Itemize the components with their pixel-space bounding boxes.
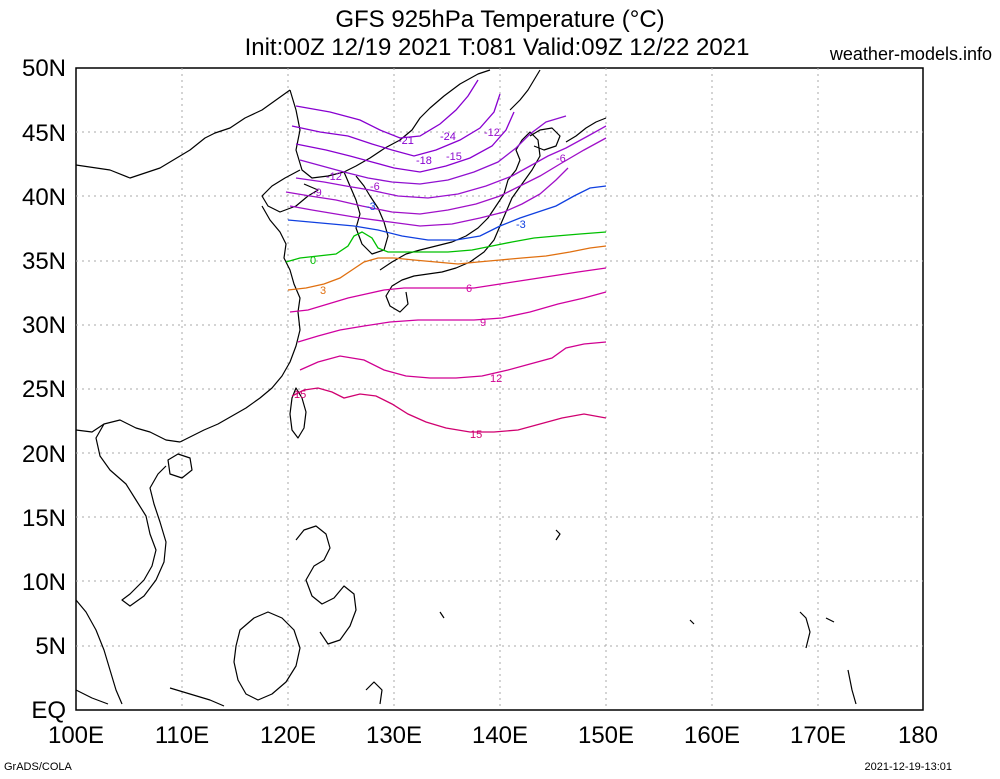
lat-tick-30n: 30N	[22, 312, 66, 339]
contour-labels: -24 -21 -18 -15 -12 -12 -9 -6 -6 -3 -3 0…	[294, 127, 566, 441]
lon-axis: 100E 110E 120E 130E 140E 150E 160E 170E …	[48, 722, 938, 749]
clabel-neg24: -24	[440, 131, 456, 143]
clabel-neg3-a: -3	[516, 219, 526, 231]
clabel-15-a: 15	[470, 429, 482, 441]
clabel-3: 3	[320, 285, 326, 297]
contour-neg9	[285, 137, 607, 215]
site-label: weather-models.info	[829, 44, 992, 64]
contour-9	[297, 291, 607, 343]
contour-neg6	[289, 167, 569, 227]
clabel-neg6-a: -6	[556, 153, 566, 165]
lat-tick-20n: 20N	[22, 441, 66, 468]
contours	[285, 79, 607, 433]
lon-tick-140e: 140E	[472, 722, 528, 749]
clabel-12: 12	[490, 373, 502, 385]
lat-tick-eq: EQ	[31, 697, 66, 724]
lon-tick-130e: 130E	[366, 722, 422, 749]
footer-timestamp: 2021-12-19-13:01	[864, 761, 952, 773]
clabel-15-b: 15	[294, 389, 306, 401]
contour-neg15	[299, 115, 567, 185]
lat-tick-50n: 50N	[22, 55, 66, 82]
contour-15	[291, 387, 607, 433]
clabel-neg3-b: -3	[366, 201, 376, 213]
lat-tick-40n: 40N	[22, 184, 66, 211]
footer-credit: GrADS/COLA	[4, 761, 72, 773]
lat-tick-15n: 15N	[22, 505, 66, 532]
lat-tick-5n: 5N	[35, 633, 66, 660]
clabel-6: 6	[466, 283, 472, 295]
clabel-neg15: -15	[446, 151, 462, 163]
contour-0	[285, 231, 607, 263]
lat-tick-45n: 45N	[22, 120, 66, 147]
clabel-9: 9	[480, 317, 486, 329]
lat-tick-25n: 25N	[22, 376, 66, 403]
lon-tick-160e: 160E	[684, 722, 740, 749]
contour-neg24	[295, 79, 479, 139]
clabel-0: 0	[310, 255, 316, 267]
clabel-neg12-a: -12	[484, 127, 500, 139]
clabel-neg12-b: -12	[326, 171, 342, 183]
contour-neg21	[291, 93, 501, 157]
graticule	[76, 68, 923, 710]
contour-neg12	[295, 125, 607, 199]
lon-tick-120e: 120E	[260, 722, 316, 749]
lat-axis: 50N 45N 40N 35N 30N 25N 20N 15N 10N 5N E…	[22, 55, 66, 724]
clabel-neg6-b: -6	[370, 181, 380, 193]
lat-tick-10n: 10N	[22, 569, 66, 596]
chart-title: GFS 925hPa Temperature (°C)	[335, 6, 665, 33]
chart-subtitle: Init:00Z 12/19 2021 T:081 Valid:09Z 12/2…	[244, 34, 750, 61]
lon-tick-170e: 170E	[790, 722, 846, 749]
clabel-neg21: -21	[398, 135, 414, 147]
lat-tick-35n: 35N	[22, 248, 66, 275]
clabel-neg18: -18	[416, 155, 432, 167]
coastlines	[75, 69, 857, 707]
contour-3	[287, 245, 607, 291]
contour-neg3	[287, 185, 607, 241]
lon-tick-180: 180	[898, 722, 938, 749]
contour-12	[299, 341, 607, 379]
contour-6	[289, 267, 607, 313]
lon-tick-110e: 110E	[155, 722, 209, 749]
clabel-neg9: -9	[312, 187, 322, 199]
lon-tick-100e: 100E	[48, 722, 104, 749]
lon-tick-150e: 150E	[578, 722, 634, 749]
contour-neg18	[295, 111, 515, 173]
